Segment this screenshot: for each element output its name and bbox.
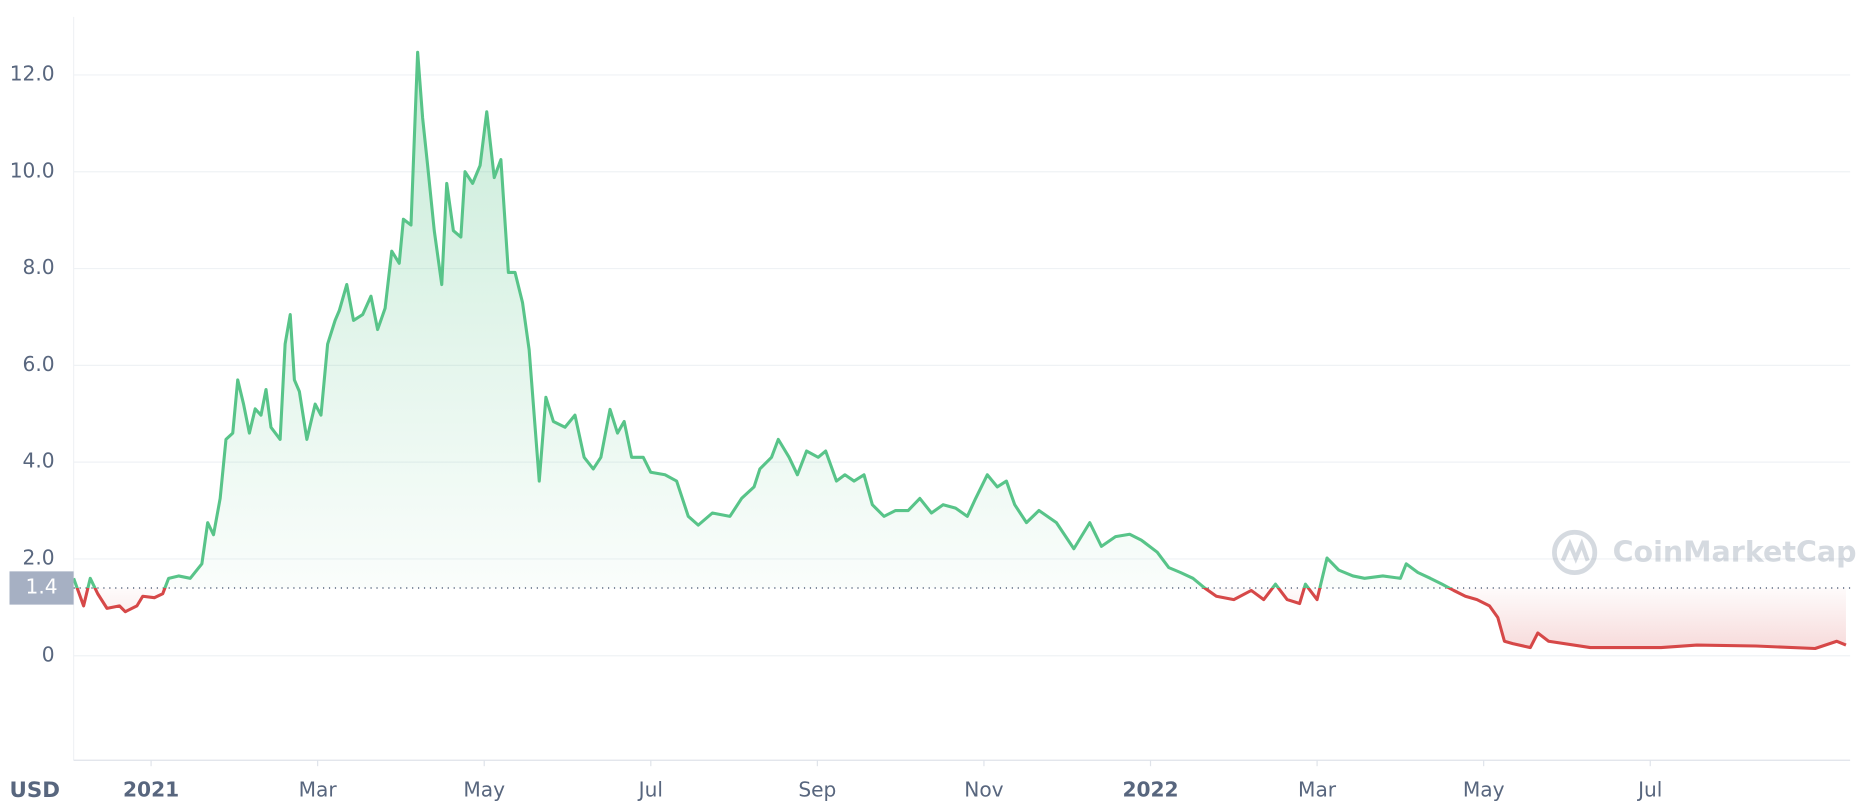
x-tick-label: Mar [1298, 778, 1337, 802]
y-tick-label: 6.0 [23, 352, 55, 376]
watermark-text: CoinMarketCap [1613, 536, 1857, 569]
reference-label-box [9, 571, 74, 605]
x-tick-label: 2022 [1122, 778, 1178, 802]
x-tick-label: May [1463, 778, 1505, 802]
watermark-logo [1552, 529, 1598, 575]
x-tick-label: Sep [798, 778, 836, 802]
y-tick-label: 2.0 [23, 545, 55, 569]
x-tick-label: May [463, 778, 505, 802]
y-tick-label: 4.0 [23, 449, 55, 473]
x-tick-label: 2021 [123, 778, 179, 802]
x-tick-label: Jul [1636, 778, 1662, 802]
price-line [72, 50, 1847, 651]
y-tick-label: 8.0 [23, 255, 55, 279]
watermark-logo-mark [1560, 538, 1590, 564]
y-tick-label: 0 [42, 642, 55, 666]
price-area [73, 52, 1846, 649]
x-tick-label: Nov [964, 778, 1003, 802]
currency-label: USD [10, 778, 60, 803]
y-tick-label: 12.0 [10, 61, 55, 85]
reference-label: 1.4 [26, 574, 58, 598]
x-tick-label: Jul [637, 778, 663, 802]
y-tick-label: 10.0 [10, 158, 55, 182]
watermark: CoinMarketCap [1552, 529, 1857, 575]
x-tick-label: Mar [299, 778, 338, 802]
